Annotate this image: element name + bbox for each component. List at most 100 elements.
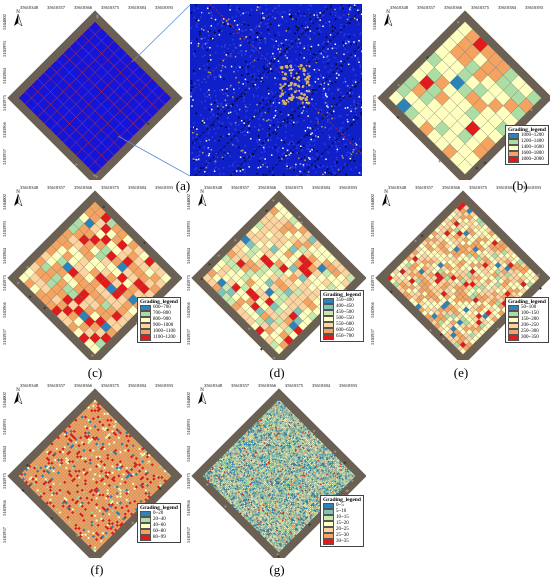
x-tick-label: 35610393 xyxy=(525,5,544,10)
x-tick-label: 35610375 xyxy=(285,383,304,388)
north-arrow-icon: N xyxy=(198,190,207,207)
y-tick-label: 5183975 xyxy=(2,274,7,291)
x-tick-label: 35610393 xyxy=(339,185,358,190)
zoom-background xyxy=(190,4,362,176)
north-label: N xyxy=(386,10,390,15)
x-tick-label: 35610348 xyxy=(20,383,39,388)
y-tick-label: 5183984 xyxy=(186,445,191,462)
y-tick-label: 5183984 xyxy=(186,247,191,264)
y-tick-label: 5183966 xyxy=(186,301,191,318)
x-tick-label: 35610357 xyxy=(47,5,66,10)
zoom-connector xyxy=(117,4,191,177)
y-tick-label: 5183993 xyxy=(370,220,375,237)
x-tick-label: 35610357 xyxy=(47,383,66,388)
x-tick-label: 35610384 xyxy=(496,185,515,190)
north-arrow-icon: N xyxy=(14,10,23,27)
north-label: N xyxy=(16,10,20,15)
y-tick-label: 5183984 xyxy=(2,247,7,264)
x-tick-label: 35610366 xyxy=(74,5,93,10)
y-tick-label: 5183966 xyxy=(2,499,7,516)
y-tick-label: 5183957 xyxy=(372,148,377,165)
panel-a-map: 35610348 35610357 35610366 35610375 35610384… xyxy=(0,0,185,180)
x-tick-label: 35610393 xyxy=(339,383,358,388)
y-tick-label: 5183984 xyxy=(370,247,375,264)
x-tick-label: 35610348 xyxy=(20,5,39,10)
x-tick-label: 35610384 xyxy=(312,185,331,190)
x-tick-label: 35610375 xyxy=(469,185,488,190)
x-tick-label: 35610366 xyxy=(258,185,277,190)
y-tick-label: 5183975 xyxy=(186,274,191,291)
y-tick-label: 5184002 xyxy=(2,194,7,210)
y-tick-label: 5184002 xyxy=(370,194,375,210)
panel-a-zoom xyxy=(190,4,362,176)
x-tick-label: 35610375 xyxy=(101,383,120,388)
y-tick-label: 5183993 xyxy=(2,40,7,57)
y-tick-label: 5183993 xyxy=(372,40,377,57)
north-label: N xyxy=(16,190,20,195)
x-tick-label: 35610357 xyxy=(417,5,436,10)
x-tick-label: 35610357 xyxy=(47,185,66,190)
x-tick-label: 35610357 xyxy=(415,185,434,190)
x-tick-label: 35610366 xyxy=(74,185,93,190)
y-tick-label: 5183957 xyxy=(2,148,7,165)
y-tick-label: 5184002 xyxy=(186,392,191,408)
x-tick-label: 35610393 xyxy=(523,185,542,190)
y-tick-label: 5183975 xyxy=(186,472,191,489)
x-tick-label: 35610384 xyxy=(128,5,147,10)
x-tick-label: 35610393 xyxy=(155,185,174,190)
north-label: N xyxy=(200,190,204,195)
x-tick-label: 35610366 xyxy=(74,383,93,388)
grid-cell xyxy=(459,347,467,355)
x-tick-label: 35610348 xyxy=(20,185,39,190)
x-tick-label: 35610348 xyxy=(204,383,223,388)
y-tick-label: 5183975 xyxy=(372,94,377,111)
grid-cell xyxy=(89,343,101,355)
grid-cell xyxy=(88,161,102,175)
north-arrow-icon: N xyxy=(14,388,23,405)
x-tick-label: 35610366 xyxy=(258,383,277,388)
north-label: N xyxy=(384,190,388,195)
y-tick-label: 5184002 xyxy=(2,392,7,408)
x-tick-label: 35610375 xyxy=(471,5,490,10)
x-tick-label: 35610393 xyxy=(155,383,174,388)
y-tick-label: 5183957 xyxy=(2,526,7,543)
north-arrow-icon: N xyxy=(14,190,23,207)
x-tick-label: 35610366 xyxy=(442,185,461,190)
grid-cell xyxy=(457,158,473,175)
x-tick-label: 35610357 xyxy=(231,185,250,190)
y-tick-label: 5184002 xyxy=(372,14,377,30)
north-arrow-icon: N xyxy=(198,388,207,405)
panel-f: 35610348 35610357 35610366 35610375 35610384… xyxy=(0,378,182,558)
y-tick-label: 5183993 xyxy=(2,220,7,237)
x-tick-label: 35610357 xyxy=(231,383,250,388)
map-f: 35610348 35610357 35610366 35610375 35610384… xyxy=(2,383,182,558)
y-tick-label: 5183957 xyxy=(370,328,375,345)
y-tick-label: 5183966 xyxy=(186,499,191,516)
map-e: 35610348 35610357 35610366 35610375 35610384… xyxy=(370,185,550,360)
y-tick-label: 5183993 xyxy=(186,220,191,237)
panel-e: 35610348 35610357 35610366 35610375 35610384… xyxy=(368,180,550,360)
x-tick-label: 35610393 xyxy=(155,5,174,10)
y-tick-label: 5183966 xyxy=(372,121,377,138)
x-tick-label: 35610348 xyxy=(204,185,223,190)
y-tick-label: 5183957 xyxy=(2,328,7,345)
y-tick-label: 5183966 xyxy=(2,121,7,138)
y-tick-label: 5183966 xyxy=(2,301,7,318)
y-tick-label: 5183966 xyxy=(370,301,375,318)
y-tick-label: 5183984 xyxy=(2,445,7,462)
y-tick-label: 5183957 xyxy=(186,328,191,345)
x-tick-label: 35610384 xyxy=(498,5,517,10)
x-tick-label: 35610384 xyxy=(128,383,147,388)
y-tick-label: 5183993 xyxy=(186,418,191,435)
north-label: N xyxy=(16,388,20,393)
x-tick-label: 35610348 xyxy=(388,185,407,190)
zoom-image xyxy=(190,4,362,176)
x-tick-label: 35610348 xyxy=(390,5,409,10)
y-tick-label: 5184002 xyxy=(2,14,7,30)
x-tick-label: 35610375 xyxy=(101,185,120,190)
y-tick-label: 5183993 xyxy=(2,418,7,435)
x-tick-label: 35610384 xyxy=(312,383,331,388)
y-tick-label: 5183975 xyxy=(2,472,7,489)
north-arrow-icon: N xyxy=(382,190,391,207)
y-tick-label: 5184002 xyxy=(186,194,191,210)
